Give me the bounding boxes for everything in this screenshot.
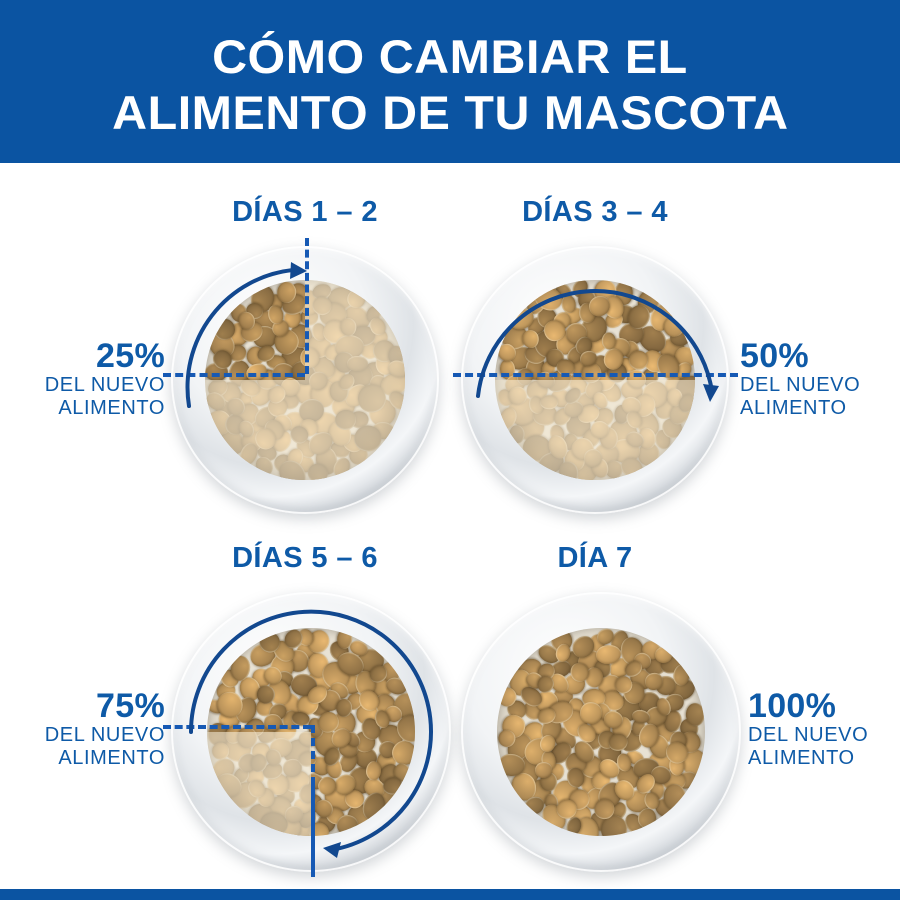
progress-arc-days-3-4: [476, 289, 719, 402]
panel-title-days-1-2: DÍAS 1 – 2: [232, 196, 378, 228]
percent-sub-line-2: ALIMENTO: [58, 397, 165, 419]
page-title-line-2: ALIMENTO DE TU MASCOTA: [111, 85, 789, 139]
percent-value: 50%: [740, 337, 809, 375]
percent-label-days-1-2: 25% DEL NUEVO ALIMENTO: [20, 338, 165, 420]
divider-horizontal-days-3-4: [453, 373, 738, 377]
progress-arc-days-5-6: [188, 609, 433, 858]
page-title-line-1: CÓMO CAMBIAR EL: [212, 29, 688, 83]
bowl-contents-day-7: [497, 628, 705, 836]
percent-sub-line-1: DEL NUEVO: [748, 724, 869, 746]
percent-sub-line-1: DEL NUEVO: [44, 724, 165, 746]
divider-horizontal-days-5-6: [163, 725, 311, 729]
percent-value: 75%: [96, 687, 165, 725]
percent-value: 100%: [748, 687, 837, 725]
panel-title-days-3-4: DÍAS 3 – 4: [522, 196, 668, 228]
percent-sub-line-2: ALIMENTO: [740, 397, 847, 419]
divider-vertical-days-1-2: [305, 238, 309, 374]
kibble-piece: [685, 703, 705, 727]
percent-label-day-7: 100% DEL NUEVO ALIMENTO: [748, 688, 900, 770]
percent-label-days-3-4: 50% DEL NUEVO ALIMENTO: [740, 338, 900, 420]
percent-value: 25%: [96, 337, 165, 375]
footer-bar: [0, 889, 900, 900]
bowl-day-7: [461, 592, 741, 872]
panel-title-day-7: DÍA 7: [557, 542, 633, 574]
percent-label-days-5-6: 75% DEL NUEVO ALIMENTO: [20, 688, 165, 770]
divider-vertical-days-5-6: [311, 725, 315, 785]
divider-horizontal-days-1-2: [163, 373, 305, 377]
percent-sub-line-2: ALIMENTO: [58, 747, 165, 769]
kibble-field: [497, 628, 705, 836]
progress-arc-days-1-2: [185, 262, 307, 408]
percent-sub-line-1: DEL NUEVO: [740, 374, 861, 396]
percent-sub-line-2: ALIMENTO: [748, 747, 855, 769]
panel-title-days-5-6: DÍAS 5 – 6: [232, 542, 378, 574]
divider-vertical-solid-days-5-6: [311, 785, 315, 877]
header-banner: CÓMO CAMBIAR EL ALIMENTO DE TU MASCOTA: [0, 0, 900, 163]
percent-sub-line-1: DEL NUEVO: [44, 374, 165, 396]
